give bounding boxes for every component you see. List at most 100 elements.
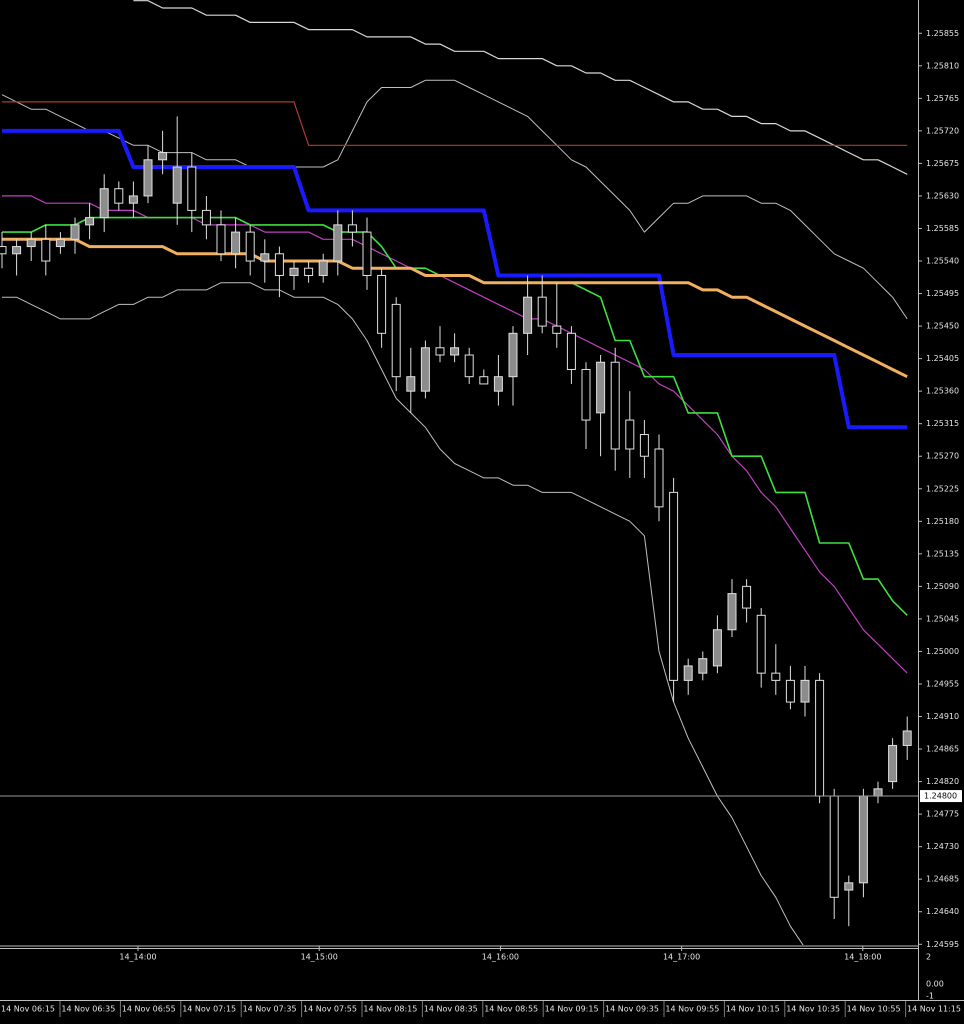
candle-body	[523, 296, 533, 334]
sub-axis-label: 0.00	[926, 980, 944, 989]
candle-body	[114, 188, 124, 204]
candle-body	[596, 361, 606, 414]
y-tick-label: 1.24640	[926, 907, 959, 916]
indicator-line	[1, 79, 908, 320]
indicator-line	[2, 101, 908, 146]
x-tick-label: 14_16:00	[482, 953, 519, 962]
date-label: 14 Nov 09:35	[605, 1005, 659, 1014]
y-tick-label: 1.25045	[926, 614, 959, 623]
candle-body	[333, 224, 343, 262]
axes: 1.25855 1.25810 1.25765 1.25720 1.25675 1.256…	[1, 29, 962, 1017]
candle-body	[493, 376, 503, 392]
indicator-line	[2, 282, 804, 945]
candle-body	[625, 419, 635, 450]
date-label: 14 Nov 11:15	[907, 1005, 961, 1014]
sub-axis-label: -1	[926, 992, 934, 1001]
candle-body	[435, 347, 445, 356]
sub-axis-label: 2	[926, 953, 931, 962]
x-tick-label: 14_15:00	[301, 953, 338, 962]
candle-body	[128, 195, 138, 204]
y-tick-label: 1.24775	[926, 810, 959, 819]
candle-body	[70, 224, 80, 240]
y-tick-label: 1.25270	[926, 452, 959, 461]
date-label: 14 Nov 10:35	[786, 1005, 840, 1014]
candle-body	[318, 260, 328, 276]
date-label: 14 Nov 07:15	[182, 1005, 236, 1014]
candle-body	[304, 267, 314, 276]
candle-body	[0, 246, 7, 255]
candle-body	[99, 188, 109, 219]
y-tick-label: 1.24820	[926, 777, 959, 786]
candle-body	[508, 332, 518, 378]
candle-body	[172, 166, 182, 204]
date-label: 14 Nov 06:55	[122, 1005, 176, 1014]
date-label: 14 Nov 08:15	[363, 1005, 417, 1014]
candle-body	[216, 224, 226, 255]
candle-body	[727, 593, 737, 631]
candle-body	[610, 361, 620, 450]
candle-body	[581, 368, 591, 421]
date-label: 14 Nov 06:15	[1, 1005, 55, 1014]
candle-body	[231, 231, 241, 255]
y-tick-label: 1.25315	[926, 419, 959, 428]
candle-body	[902, 730, 912, 746]
y-tick-label: 1.25450	[926, 322, 959, 331]
candle-body	[742, 585, 752, 609]
y-tick-label: 1.25405	[926, 354, 959, 363]
y-tick-label: 1.25810	[926, 61, 959, 70]
y-tick-label: 1.24955	[926, 679, 959, 688]
candle-body	[143, 159, 153, 197]
candle-body	[566, 332, 576, 370]
candle-body	[260, 253, 270, 262]
candle-body	[829, 795, 839, 898]
y-tick-label: 1.24910	[926, 712, 959, 721]
x-tick-label: 14_17:00	[663, 953, 700, 962]
y-tick-label: 1.25675	[926, 159, 959, 168]
candle-body	[85, 217, 95, 226]
candle-body	[41, 238, 51, 262]
y-tick-label: 1.25135	[926, 549, 959, 558]
date-label: 14 Nov 10:55	[847, 1005, 901, 1014]
candle-body	[771, 672, 781, 681]
candle-body	[420, 347, 430, 392]
y-tick-label: 1.24685	[926, 875, 959, 884]
candle-body	[26, 238, 36, 248]
date-label: 14 Nov 08:55	[484, 1005, 538, 1014]
candle-body	[450, 347, 460, 356]
candle-body	[12, 246, 22, 255]
candle-body	[347, 224, 357, 233]
candle-body	[55, 238, 65, 248]
plot-area	[0, 0, 918, 945]
y-tick-label: 1.25090	[926, 582, 959, 591]
candle-body	[785, 679, 795, 703]
x-tick-label: 14_18:00	[844, 953, 881, 962]
y-tick-label: 1.25540	[926, 257, 959, 266]
date-label: 14 Nov 08:35	[424, 1005, 478, 1014]
candle-body	[552, 325, 562, 334]
date-label: 14 Nov 07:55	[303, 1005, 357, 1014]
y-tick-label: 1.25855	[926, 29, 959, 38]
y-tick-label: 1.25720	[926, 126, 959, 135]
candle-body	[537, 296, 547, 327]
y-tick-label: 1.24730	[926, 842, 959, 851]
y-tick-label: 1.25225	[926, 484, 959, 493]
candle-body	[873, 788, 883, 797]
date-label: 14 Nov 10:15	[726, 1005, 780, 1014]
candle-body	[362, 231, 372, 276]
candle-body	[245, 231, 255, 262]
candle-body	[815, 679, 825, 797]
candle-body	[712, 629, 722, 667]
candle-body	[888, 744, 898, 783]
candle-body	[187, 166, 197, 211]
candle-body	[274, 253, 284, 276]
y-tick-label: 1.25630	[926, 191, 959, 200]
date-label: 14 Nov 09:15	[545, 1005, 599, 1014]
candle-body	[800, 679, 810, 703]
candle-body	[654, 448, 664, 508]
date-label: 14 Nov 07:35	[243, 1005, 297, 1014]
candle-body	[406, 376, 416, 392]
y-tick-label: 1.24865	[926, 745, 959, 754]
candle-body	[479, 376, 489, 385]
